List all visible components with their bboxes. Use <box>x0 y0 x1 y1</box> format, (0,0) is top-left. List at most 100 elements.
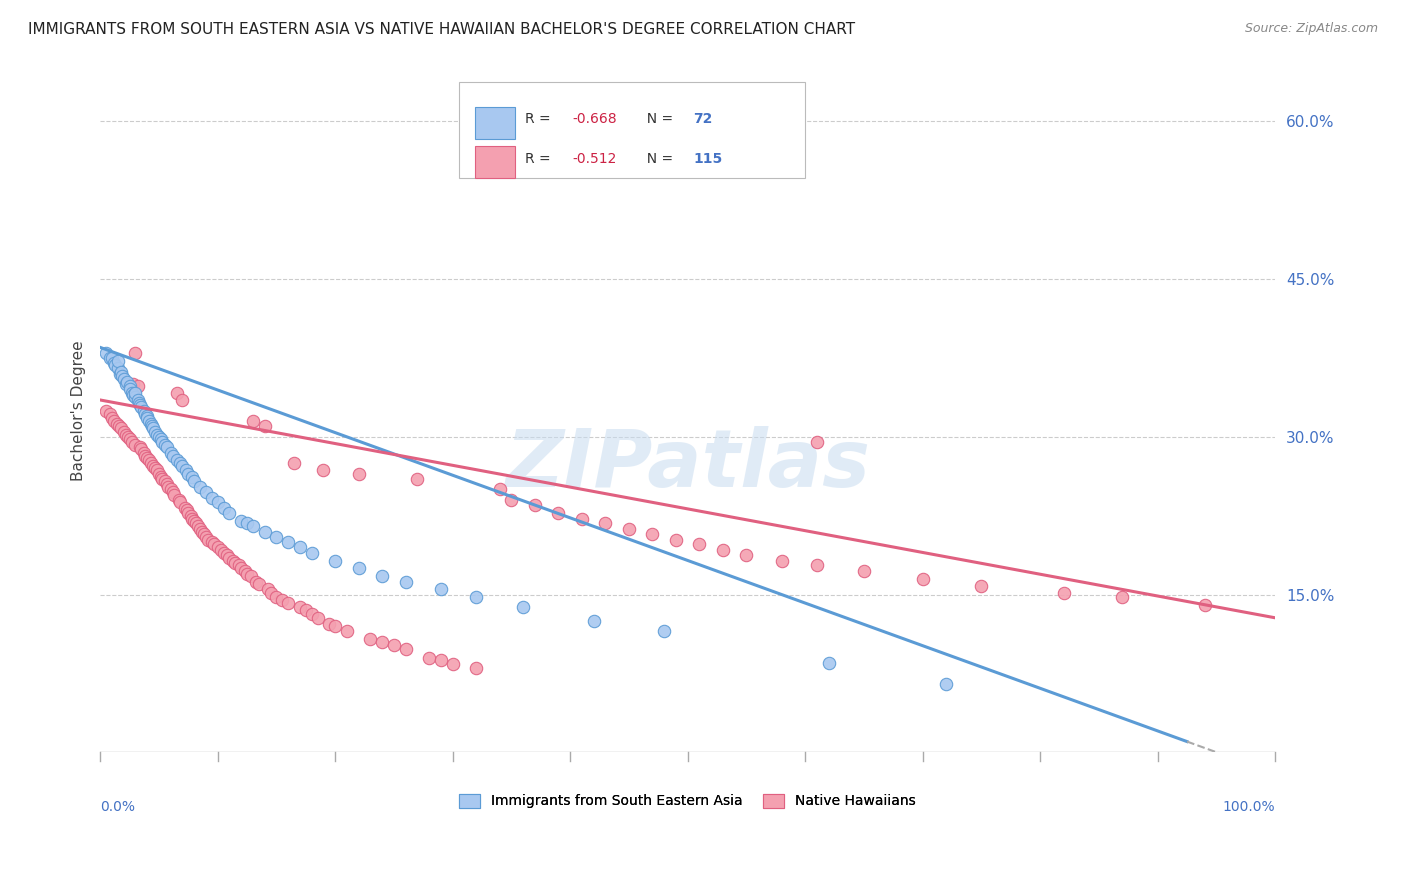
Point <box>107 354 129 368</box>
Text: -0.668: -0.668 <box>572 112 617 127</box>
Point <box>153 474 176 488</box>
Point <box>501 492 523 507</box>
Point <box>224 556 246 570</box>
Point <box>245 574 267 589</box>
Point <box>115 377 138 392</box>
Point <box>347 561 370 575</box>
Point <box>228 558 250 573</box>
Point <box>108 419 131 434</box>
Point <box>197 533 219 547</box>
Point <box>201 491 224 505</box>
Point <box>174 463 197 477</box>
Point <box>118 432 141 446</box>
Text: 115: 115 <box>693 152 723 166</box>
Point <box>970 579 993 593</box>
Point <box>128 396 150 410</box>
Point <box>110 421 132 435</box>
Point <box>935 677 957 691</box>
Text: R =: R = <box>526 112 555 127</box>
Point <box>118 383 141 397</box>
Point <box>145 463 167 477</box>
Point <box>141 419 163 434</box>
Text: IMMIGRANTS FROM SOUTH EASTERN ASIA VS NATIVE HAWAIIAN BACHELOR'S DEGREE CORRELAT: IMMIGRANTS FROM SOUTH EASTERN ASIA VS NA… <box>28 22 855 37</box>
Point <box>312 463 335 477</box>
Y-axis label: Bachelor's Degree: Bachelor's Degree <box>72 340 86 481</box>
Point <box>215 548 238 562</box>
Point <box>112 372 135 386</box>
Point <box>180 512 202 526</box>
Point <box>101 410 124 425</box>
Point <box>166 453 188 467</box>
Point <box>236 516 259 530</box>
Point <box>132 403 155 417</box>
Point <box>441 657 464 671</box>
Point <box>735 548 758 562</box>
Point <box>138 453 160 467</box>
Point <box>418 650 440 665</box>
Point <box>247 577 270 591</box>
Point <box>212 545 235 559</box>
Point <box>152 435 174 450</box>
Point <box>153 438 176 452</box>
Point <box>323 619 346 633</box>
Point <box>169 456 191 470</box>
Point <box>430 582 453 597</box>
Text: R =: R = <box>526 152 555 166</box>
Point <box>156 440 179 454</box>
Point <box>571 512 593 526</box>
Point <box>595 516 617 530</box>
Point <box>233 565 256 579</box>
FancyBboxPatch shape <box>475 146 515 178</box>
Point <box>183 514 205 528</box>
Point <box>134 407 156 421</box>
Point <box>122 388 145 402</box>
Point <box>817 656 839 670</box>
FancyBboxPatch shape <box>475 107 515 138</box>
Point <box>301 545 323 559</box>
Point <box>188 523 211 537</box>
Legend: Immigrants from South Eastern Asia, Native Hawaiians: Immigrants from South Eastern Asia, Nati… <box>454 788 922 814</box>
Point <box>911 572 934 586</box>
Point <box>118 379 141 393</box>
Point <box>139 417 162 432</box>
Text: ZIPatlas: ZIPatlas <box>505 426 870 504</box>
Point <box>641 526 664 541</box>
Point <box>207 541 229 555</box>
Point <box>465 590 488 604</box>
Point <box>395 574 418 589</box>
Point <box>188 480 211 494</box>
Point <box>127 392 149 407</box>
Point <box>371 568 394 582</box>
Point <box>121 385 143 400</box>
Point <box>288 541 311 555</box>
Point <box>157 480 180 494</box>
Point <box>231 514 253 528</box>
Point <box>134 449 156 463</box>
Point <box>202 537 225 551</box>
Point <box>136 410 159 425</box>
Point <box>301 607 323 621</box>
Point <box>177 506 200 520</box>
Point <box>187 519 209 533</box>
Point <box>143 425 166 439</box>
Point <box>242 414 264 428</box>
Point <box>156 477 179 491</box>
Point <box>266 530 288 544</box>
Point <box>318 617 340 632</box>
Point <box>283 456 305 470</box>
Point <box>359 632 381 646</box>
Point <box>180 470 202 484</box>
Point <box>162 484 184 499</box>
Text: 0.0%: 0.0% <box>100 800 135 814</box>
Point <box>294 603 316 617</box>
Point <box>806 435 828 450</box>
Point <box>159 483 181 497</box>
Point <box>94 403 117 417</box>
Point <box>852 565 875 579</box>
Point <box>688 537 710 551</box>
Point <box>323 554 346 568</box>
Point <box>101 351 124 365</box>
Point <box>152 472 174 486</box>
Point <box>218 550 240 565</box>
Point <box>105 417 128 432</box>
